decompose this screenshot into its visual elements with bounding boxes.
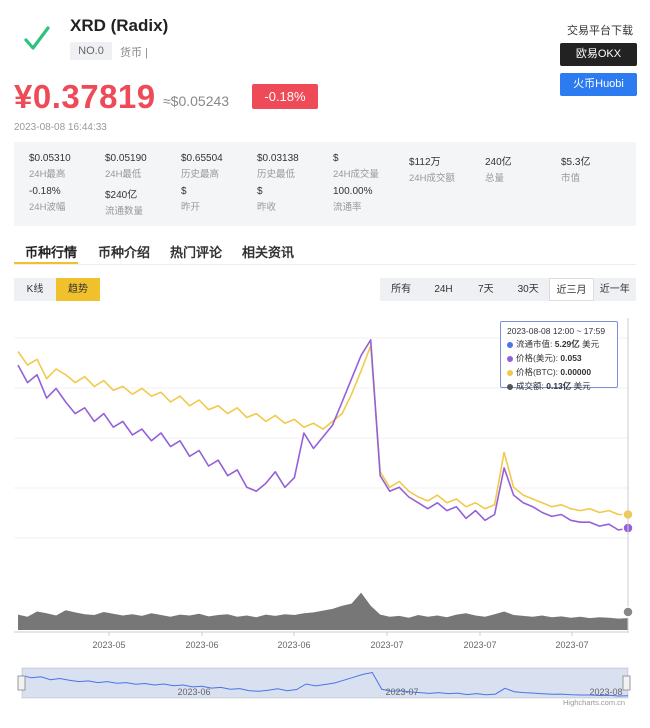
price-chart[interactable]: 2023-05 2023-06 2023-06 2023-07 2023-07 2023-… <box>14 318 638 718</box>
series-dot-icon <box>507 355 513 362</box>
x-tick-label: 2023-06 <box>185 640 218 650</box>
stat-value: $0.05310 <box>29 153 71 164</box>
range-selector: 所有 24H 7天 30天 近三月 近一年 <box>380 278 636 301</box>
stat-label: 24H波幅 <box>29 202 66 213</box>
stat-label: 24H成交量 <box>333 169 379 180</box>
stat-label: 24H最低 <box>105 169 142 180</box>
x-tick-label: 2023-07 <box>555 640 588 650</box>
range-button[interactable]: 所有 <box>391 284 412 295</box>
stat-item: $0.05310 24H最高 <box>29 153 105 180</box>
stat-value: $5.3亿 <box>561 157 591 168</box>
stat-item: $0.65504 历史最高 <box>181 153 257 180</box>
coin-type: 货币 | <box>120 47 148 59</box>
range-button[interactable]: 24H <box>434 284 453 295</box>
range-button[interactable]: 30天 <box>517 284 539 295</box>
range-button[interactable]: 近三月 <box>549 278 594 301</box>
tab-intro[interactable]: 币种介绍 <box>98 245 151 260</box>
stat-item: 240亿总量 <box>485 153 561 184</box>
tab-news[interactable]: 相关资讯 <box>242 245 295 260</box>
stat-label: 总量 <box>485 173 505 184</box>
stat-item: $5.3亿市值 <box>561 153 637 184</box>
stat-item: $ 昨收 <box>257 186 333 213</box>
okx-download-button[interactable]: 欧易OKX <box>560 43 637 66</box>
stat-item: $0.03138 历史最低 <box>257 153 333 180</box>
tab-market[interactable]: 币种行情 <box>25 245 78 260</box>
range-button[interactable]: 近一年 <box>599 284 630 295</box>
stat-label: 24H成交额 <box>409 173 455 184</box>
tooltip-row: 价格(美元): 0.053 <box>507 352 611 364</box>
stat-value: 100.00% <box>333 186 373 197</box>
x-tick-label: 2023-07 <box>370 640 403 650</box>
tooltip-row: 流通市值: 5.29亿 美元 <box>507 338 611 350</box>
series-dot-icon <box>507 383 513 390</box>
check-logo-icon <box>24 26 50 50</box>
stat-item: $0.05190 24H最低 <box>105 153 181 180</box>
navigator-tick-label: 2023-07 <box>385 687 418 697</box>
change-badge: -0.18% <box>252 84 318 109</box>
stat-item: $ 昨开 <box>181 186 257 213</box>
stat-item: $240亿流通数量 <box>105 186 181 217</box>
timestamp: 2023-08-08 16:44:33 <box>14 122 107 133</box>
stat-item: $24H成交量 <box>333 153 409 180</box>
x-tick-label: 2023-05 <box>92 640 125 650</box>
tab-comments[interactable]: 热门评论 <box>170 245 223 260</box>
price-cny: ¥0.37819 <box>14 78 156 115</box>
navigator-right-handle <box>622 675 631 691</box>
volume-end-marker <box>622 606 634 618</box>
stat-label: 历史最低 <box>257 169 296 180</box>
stat-item: 100.00% 流通率 <box>333 186 409 213</box>
coin-name: XRD (Radix) <box>70 16 169 35</box>
stat-label: 历史最高 <box>181 169 220 180</box>
stat-label: 流通率 <box>333 202 362 213</box>
rank-badge: NO.0 <box>70 42 112 60</box>
chart-tooltip: 2023-08-08 12:00 ~ 17:59 流通市值: 5.29亿 美元价… <box>500 321 618 391</box>
huobi-download-button[interactable]: 火币Huobi <box>560 73 637 96</box>
tooltip-row: 价格(BTC): 0.00000 <box>507 366 611 378</box>
x-tick-label: 2023-06 <box>277 640 310 650</box>
stat-item: $112万 24H成交额 <box>409 153 485 184</box>
range-button[interactable]: 7天 <box>478 284 494 295</box>
stat-value: $112万 <box>409 157 441 168</box>
series-dot-icon <box>507 341 513 348</box>
stat-value: $0.03138 <box>257 153 299 164</box>
series-line <box>17 339 629 531</box>
stat-label: 流通数量 <box>105 206 144 217</box>
stat-value: $ <box>181 186 187 197</box>
navigator-line <box>21 671 629 697</box>
stat-value: $ <box>333 153 339 164</box>
navigator-tick-label: 2023-08 <box>589 687 622 697</box>
kline-button[interactable]: K线 <box>14 278 56 301</box>
x-tick-label: 2023-07 <box>463 640 496 650</box>
price-usd: ≈$0.05243 <box>163 93 230 109</box>
stats-panel: $0.05310 24H最高 $0.05190 24H最低 $0.65504 历史最高 $0… <box>14 142 636 226</box>
download-title: 交易平台下载 <box>567 25 633 37</box>
navigator-left-handle <box>17 675 26 691</box>
navigator-tick-label: 2023-06 <box>177 687 210 697</box>
tooltip-row: 成交额: 0.13亿 美元 <box>507 380 611 392</box>
active-tab-underline <box>14 262 78 264</box>
stat-value: $ <box>257 186 263 197</box>
tooltip-title: 2023-08-08 12:00 ~ 17:59 <box>507 326 606 336</box>
stat-label: 昨收 <box>257 202 277 213</box>
stat-item: -0.18% 24H波幅 <box>29 186 105 213</box>
stat-label: 市值 <box>561 173 581 184</box>
series-dot-icon <box>507 369 513 376</box>
stat-value: -0.18% <box>29 186 61 197</box>
tab-divider <box>14 264 636 265</box>
stat-value: $0.05190 <box>105 153 147 164</box>
stat-label: 24H最高 <box>29 169 66 180</box>
series-line <box>17 344 628 516</box>
stat-value: $0.65504 <box>181 153 223 164</box>
stat-label: 昨开 <box>181 202 201 213</box>
volume-area <box>18 592 628 630</box>
highcharts-credit[interactable]: Highcharts.com.cn <box>563 698 626 707</box>
stat-value: 240亿 <box>485 157 512 168</box>
trend-button[interactable]: 趋势 <box>56 278 100 301</box>
stat-value: $240亿 <box>105 190 138 201</box>
